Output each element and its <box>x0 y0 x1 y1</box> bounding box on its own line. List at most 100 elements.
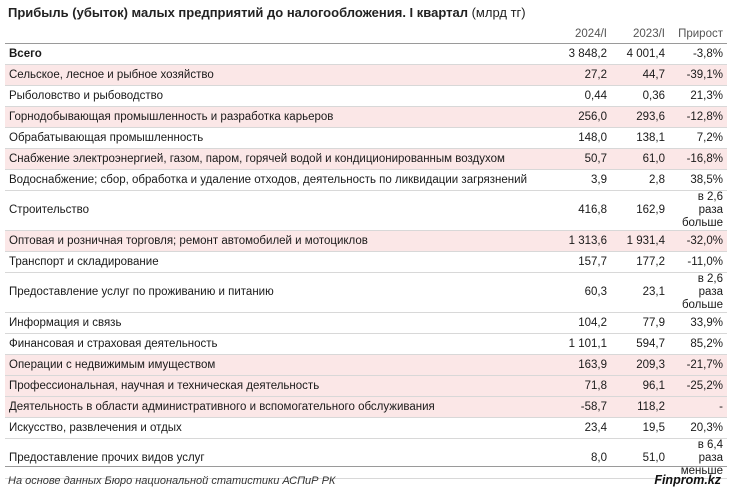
row-growth: 20,3% <box>669 417 727 439</box>
column-header-name <box>5 24 551 44</box>
row-growth: 7,2% <box>669 127 727 149</box>
table-row: Всего 3 848,2 4 001,4 -3,8% <box>5 43 727 65</box>
table-row: Информация и связь 104,2 77,9 33,9% <box>5 312 727 334</box>
row-value-2024: 416,8 <box>551 190 611 231</box>
row-name: Сельское, лесное и рыбное хозяйство <box>5 64 551 86</box>
table-row: Рыболовство и рыбоводство 0,44 0,36 21,3… <box>5 85 727 107</box>
row-growth: -16,8% <box>669 148 727 170</box>
row-value-2024: 3,9 <box>551 169 611 191</box>
table-row: Профессиональная, научная и техническая … <box>5 375 727 397</box>
row-value-2023: 162,9 <box>611 190 669 231</box>
row-name: Оптовая и розничная торговля; ремонт авт… <box>5 230 551 252</box>
row-value-2024: 1 313,6 <box>551 230 611 252</box>
row-growth: 38,5% <box>669 169 727 191</box>
row-growth: -11,0% <box>669 251 727 273</box>
table-row: Деятельность в области административного… <box>5 396 727 418</box>
row-value-2024: 27,2 <box>551 64 611 86</box>
row-growth: -12,8% <box>669 106 727 128</box>
row-growth: - <box>669 396 727 418</box>
row-value-2023: 177,2 <box>611 251 669 273</box>
row-value-2024: 60,3 <box>551 272 611 313</box>
brand-logo[interactable]: Finprom.kz <box>654 473 721 487</box>
row-growth: 21,3% <box>669 85 727 107</box>
row-name: Транспорт и складирование <box>5 251 551 273</box>
row-value-2023: 23,1 <box>611 272 669 313</box>
row-growth: -39,1% <box>669 64 727 86</box>
row-name: Всего <box>5 43 551 65</box>
header-row: 2024/I 2023/I Прирост <box>5 24 727 44</box>
row-name: Рыболовство и рыбоводство <box>5 85 551 107</box>
row-value-2023: 96,1 <box>611 375 669 397</box>
column-header-2024: 2024/I <box>551 24 611 44</box>
table-row: Операции с недвижимым имуществом 163,9 2… <box>5 354 727 376</box>
title-text: Прибыль (убыток) малых предприятий до на… <box>8 5 468 20</box>
row-name: Водоснабжение; сбор, обработка и удалени… <box>5 169 551 191</box>
row-name: Горнодобывающая промышленность и разрабо… <box>5 106 551 128</box>
row-growth: в 2,6 раза больше <box>669 272 727 313</box>
row-value-2023: 0,36 <box>611 85 669 107</box>
title-unit: (млрд тг) <box>471 5 526 20</box>
table-row: Транспорт и складирование 157,7 177,2 -1… <box>5 251 727 273</box>
row-name: Операции с недвижимым имуществом <box>5 354 551 376</box>
table-row: Водоснабжение; сбор, обработка и удалени… <box>5 169 727 191</box>
row-value-2023: 2,8 <box>611 169 669 191</box>
row-value-2024: 157,7 <box>551 251 611 273</box>
row-value-2023: 293,6 <box>611 106 669 128</box>
row-name: Предоставление услуг по проживанию и пит… <box>5 272 551 313</box>
row-value-2023: 19,5 <box>611 417 669 439</box>
row-growth: 33,9% <box>669 312 727 334</box>
table-row: Сельское, лесное и рыбное хозяйство 27,2… <box>5 64 727 86</box>
column-header-growth: Прирост <box>669 24 727 44</box>
row-value-2023: 51,0 <box>611 438 669 479</box>
row-name: Строительство <box>5 190 551 231</box>
row-growth: -25,2% <box>669 375 727 397</box>
table-row: Снабжение электроэнергией, газом, паром,… <box>5 148 727 170</box>
row-value-2023: 44,7 <box>611 64 669 86</box>
row-value-2023: 594,7 <box>611 333 669 355</box>
table-row: Финансовая и страховая деятельность 1 10… <box>5 333 727 355</box>
row-value-2023: 4 001,4 <box>611 43 669 65</box>
table-row: Оптовая и розничная торговля; ремонт авт… <box>5 230 727 252</box>
row-value-2023: 138,1 <box>611 127 669 149</box>
row-value-2024: 71,8 <box>551 375 611 397</box>
row-name: Информация и связь <box>5 312 551 334</box>
table-row: Обрабатывающая промышленность 148,0 138,… <box>5 127 727 149</box>
table-title: Прибыль (убыток) малых предприятий до на… <box>8 5 526 20</box>
table-row: Предоставление прочих видов услуг 8,0 51… <box>5 438 727 479</box>
row-value-2024: 50,7 <box>551 148 611 170</box>
row-value-2024: 8,0 <box>551 438 611 479</box>
row-value-2024: 23,4 <box>551 417 611 439</box>
row-value-2023: 118,2 <box>611 396 669 418</box>
row-value-2023: 61,0 <box>611 148 669 170</box>
row-growth: -21,7% <box>669 354 727 376</box>
row-growth: 85,2% <box>669 333 727 355</box>
row-name: Финансовая и страховая деятельность <box>5 333 551 355</box>
footer-divider <box>5 466 727 467</box>
row-value-2023: 77,9 <box>611 312 669 334</box>
row-growth: в 2,6 раза больше <box>669 190 727 231</box>
row-name: Предоставление прочих видов услуг <box>5 438 551 479</box>
row-value-2024: 1 101,1 <box>551 333 611 355</box>
row-value-2024: 148,0 <box>551 127 611 149</box>
row-name: Обрабатывающая промышленность <box>5 127 551 149</box>
row-name: Искусство, развлечения и отдых <box>5 417 551 439</box>
table-row: Горнодобывающая промышленность и разрабо… <box>5 106 727 128</box>
table-row: Строительство 416,8 162,9 в 2,6 раза бол… <box>5 190 727 231</box>
row-value-2024: -58,7 <box>551 396 611 418</box>
source-note: На основе данных Бюро национальной стати… <box>8 475 336 487</box>
row-name: Профессиональная, научная и техническая … <box>5 375 551 397</box>
row-value-2023: 209,3 <box>611 354 669 376</box>
row-name: Снабжение электроэнергией, газом, паром,… <box>5 148 551 170</box>
row-growth: -32,0% <box>669 230 727 252</box>
row-growth: в 6,4 раза меньше <box>669 438 727 479</box>
table-row: Предоставление услуг по проживанию и пит… <box>5 272 727 313</box>
row-value-2024: 163,9 <box>551 354 611 376</box>
row-growth: -3,8% <box>669 43 727 65</box>
row-value-2024: 3 848,2 <box>551 43 611 65</box>
column-header-2023: 2023/I <box>611 24 669 44</box>
profit-table: 2024/I 2023/I Прирост Всего 3 848,2 4 00… <box>5 24 727 479</box>
row-value-2023: 1 931,4 <box>611 230 669 252</box>
table-row: Искусство, развлечения и отдых 23,4 19,5… <box>5 417 727 439</box>
row-value-2024: 256,0 <box>551 106 611 128</box>
row-value-2024: 0,44 <box>551 85 611 107</box>
